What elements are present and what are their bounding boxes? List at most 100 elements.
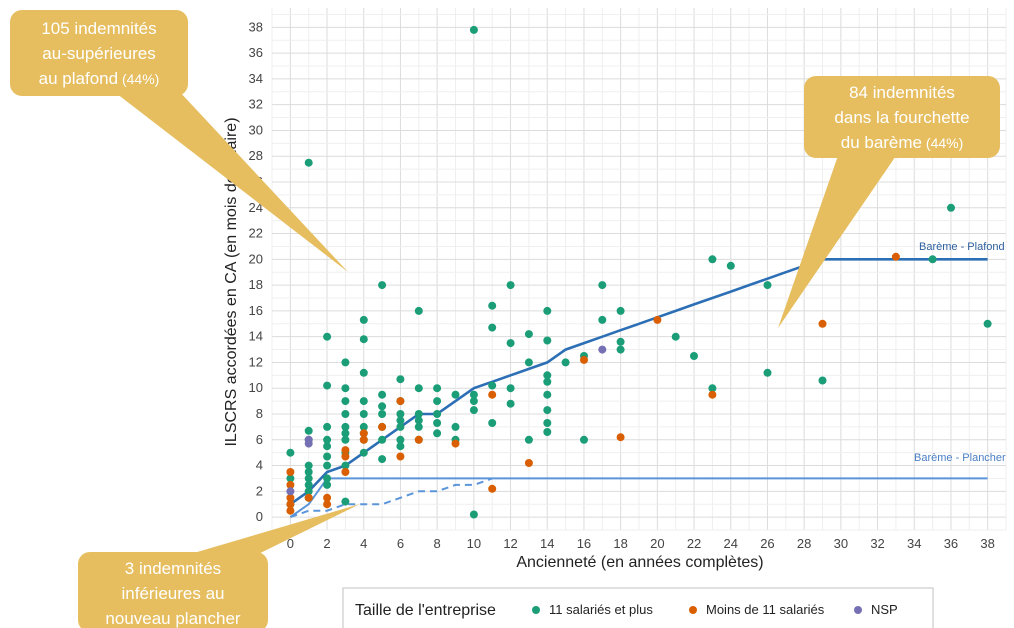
point-small	[323, 493, 332, 502]
annotation-text: 84 indemnités	[849, 83, 955, 102]
point-large	[543, 306, 552, 315]
x-tick-label: 6	[397, 536, 404, 551]
annotation-text: nouveau plancher	[105, 609, 241, 628]
point-large	[433, 419, 442, 427]
point-large	[359, 397, 368, 406]
annotation-percent: (44%)	[118, 71, 159, 87]
point-large	[396, 410, 405, 418]
grid	[271, 8, 1007, 531]
y-tick-label: 34	[249, 71, 263, 86]
point-large	[323, 452, 332, 461]
point-large	[726, 261, 735, 270]
point-small	[286, 493, 295, 502]
point-large	[378, 410, 387, 418]
y-tick-label: 8	[256, 406, 263, 421]
annotation-box	[10, 10, 188, 96]
y-tick-label: 16	[249, 303, 263, 318]
point-large	[763, 368, 772, 377]
point-large	[359, 315, 368, 324]
point-large	[524, 358, 533, 367]
point-large	[341, 397, 350, 406]
legend-box	[342, 587, 934, 628]
point-large	[506, 399, 515, 408]
point-large	[928, 255, 937, 264]
point-large	[433, 384, 442, 393]
point-large	[378, 435, 387, 444]
point-large	[359, 335, 368, 344]
point-small	[708, 390, 717, 399]
y-axis-label: ILSCRS accordées en CA (en mois de salai…	[223, 117, 240, 446]
point-large	[378, 390, 387, 399]
point-large	[414, 384, 423, 393]
point-large	[286, 448, 295, 457]
point-large	[341, 435, 350, 444]
point-large	[341, 358, 350, 367]
x-tick-label: 16	[577, 536, 591, 551]
point-small	[891, 252, 900, 261]
point-small	[286, 506, 295, 515]
point-large	[488, 419, 497, 427]
bareme-old-plancher-line	[290, 477, 493, 519]
point-large	[304, 480, 313, 489]
legend-label-nsp: NSP	[871, 602, 898, 617]
point-large	[323, 474, 332, 483]
y-tick-label: 32	[249, 97, 263, 112]
point-small	[359, 429, 368, 438]
annotation-percent: (44%)	[922, 135, 963, 151]
x-tick-label: 8	[434, 536, 441, 551]
y-tick-label: 4	[256, 458, 263, 473]
point-small	[414, 435, 423, 444]
point-large	[396, 375, 405, 384]
point-large	[359, 448, 368, 457]
y-tick-label: 0	[256, 509, 263, 524]
point-large	[414, 416, 423, 425]
point-large	[708, 255, 717, 264]
x-axis-label: Ancienneté (en années complètes)	[516, 554, 763, 571]
point-large	[304, 158, 313, 167]
point-large	[378, 281, 387, 290]
x-tick-label: 28	[797, 536, 811, 551]
point-small	[286, 500, 295, 509]
x-tick-label: 26	[760, 536, 774, 551]
point-large	[323, 442, 332, 451]
point-large	[616, 345, 625, 354]
data-points	[286, 25, 992, 519]
point-large	[433, 410, 442, 418]
point-large	[304, 461, 313, 470]
point-large	[616, 306, 625, 315]
point-large	[396, 422, 405, 431]
point-large	[543, 419, 552, 427]
point-large	[414, 422, 423, 431]
annotation-text: 3 indemnités	[125, 559, 221, 578]
legend-marker-nsp	[854, 606, 862, 614]
point-large	[543, 371, 552, 380]
annotation-bubbles: 105 indemnités au-supérieures au plafond (…	[10, 10, 1000, 628]
point-small	[378, 422, 387, 431]
point-large	[359, 410, 368, 418]
point-large	[671, 332, 680, 341]
annotation-text: au-supérieures	[42, 44, 155, 63]
annotation-text: 105 indemnités	[41, 19, 156, 38]
x-tick-label: 30	[834, 536, 848, 551]
point-large	[543, 336, 552, 345]
bareme-plancher-label: Barème - Plancher	[914, 452, 1006, 464]
x-tick-label: 10	[467, 536, 481, 551]
point-small	[653, 315, 662, 324]
annotation-box	[78, 552, 268, 628]
point-large	[543, 428, 552, 436]
x-tick-label: 18	[613, 536, 627, 551]
point-large	[598, 281, 607, 290]
point-large	[488, 381, 497, 390]
point-large	[690, 352, 698, 360]
annotation-tail	[112, 90, 348, 272]
annotation-tail	[778, 150, 900, 328]
x-tick-label: 34	[907, 536, 921, 551]
x-tick-labels: 0 2 4 6 8 10 12 14 16 18 20 22 24 26 28 30 32 34 36 38	[287, 536, 995, 551]
point-large	[396, 435, 405, 444]
point-large	[286, 474, 295, 483]
point-large	[341, 422, 350, 431]
point-large	[323, 480, 332, 489]
point-large	[341, 384, 350, 393]
y-tick-label: 12	[249, 354, 263, 369]
